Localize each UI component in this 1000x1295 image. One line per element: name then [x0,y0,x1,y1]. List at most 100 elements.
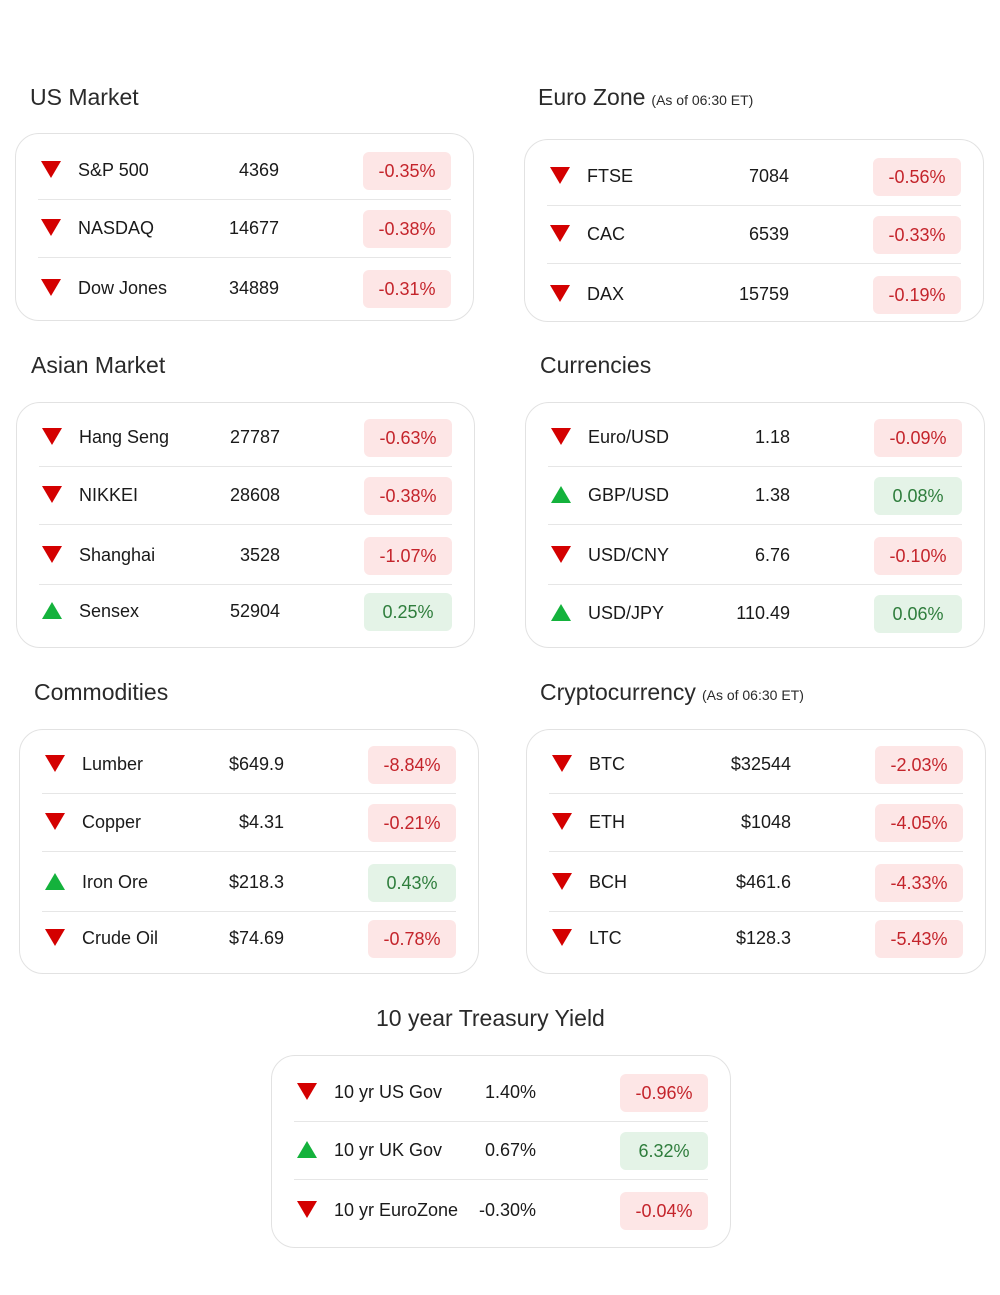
quote-row: 10 yr EuroZone -0.30% -0.04% [294,1182,708,1240]
direction-arrow [42,602,62,619]
quote-row: Dow Jones 34889 -0.31% [38,260,451,318]
row-separator [547,263,961,264]
quote-change: -0.63% [364,419,452,457]
quote-change: 6.32% [620,1132,708,1170]
direction-arrow [552,755,572,772]
quote-value: $649.9 [228,754,284,774]
quote-change: -0.21% [368,804,456,842]
quote-row: S&P 500 4369 -0.35% [38,142,451,200]
quote-name: Dow Jones [78,278,168,298]
direction-arrow [45,755,65,772]
quote-value: $32544 [730,754,791,774]
direction-arrow [550,225,570,242]
market-panel: Euro/USD 1.18 -0.09% GBP/USD 1.38 0.08% USD/CN… [525,402,985,648]
quote-change: -0.38% [364,477,452,515]
quote-change: -8.84% [368,746,456,784]
row-separator [547,205,961,206]
quote-row: Lumber $649.9 -8.84% [42,736,456,794]
panel-title-text: Cryptocurrency [540,679,696,705]
direction-arrow [45,813,65,830]
quote-value: 14677 [228,218,279,238]
row-separator [39,584,452,585]
quote-change: -0.31% [363,270,451,308]
row-separator [38,257,451,258]
quote-row: Crude Oil $74.69 -0.78% [42,910,456,968]
quote-name: 10 yr UK Gov [334,1140,443,1160]
quote-change: -0.38% [363,210,451,248]
quote-change: -2.03% [875,746,963,784]
direction-arrow [551,486,571,503]
quote-value: 4369 [238,160,279,180]
panel-note: (As of 06:30 ET) [701,687,804,703]
quote-name: Sensex [79,601,140,621]
direction-arrow [297,1083,317,1100]
panel-title: Cryptocurrency (As of 06:30 ET) [540,679,804,706]
quote-name: Crude Oil [82,928,159,948]
market-panel: FTSE 7084 -0.56% CAC 6539 -0.33% DAX 15759 -0.19… [524,139,984,322]
panel-title: 10 year Treasury Yield [376,1005,605,1032]
quote-change: 0.08% [874,477,962,515]
quote-change: -0.78% [368,920,456,958]
quote-value: 7084 [748,166,789,186]
quote-row: NIKKEI 28608 -0.38% [39,467,452,525]
row-separator [548,524,962,525]
quote-change: -0.35% [363,152,451,190]
quote-name: BCH [589,872,628,892]
panel-title-text: Euro Zone [538,84,646,110]
quote-change: 0.43% [368,864,456,902]
quote-value: 3528 [239,545,280,565]
row-separator [39,524,452,525]
market-panel: Lumber $649.9 -8.84% Copper $4.31 -0.21% Iron … [19,729,479,974]
quote-name: GBP/USD [588,485,670,505]
quote-name: NASDAQ [78,218,155,238]
quote-value: 0.67% [484,1140,536,1160]
quote-change: -0.96% [620,1074,708,1112]
panel-title-text: Currencies [540,352,652,378]
quote-change: 0.06% [874,595,962,633]
direction-arrow [41,219,61,236]
quote-name: Euro/USD [588,427,670,447]
quote-value: 1.40% [484,1082,536,1102]
row-separator [549,793,963,794]
quote-row: BCH $461.6 -4.33% [549,854,963,912]
quote-name: NIKKEI [79,485,139,505]
quote-value: 27787 [229,427,280,447]
quote-change: -4.05% [875,804,963,842]
quote-name: FTSE [587,166,634,186]
quote-name: 10 yr EuroZone [334,1200,459,1220]
row-separator [39,466,452,467]
direction-arrow [551,546,571,563]
panel-title: US Market [30,84,139,111]
panel-title: Euro Zone (As of 06:30 ET) [538,84,753,111]
quote-name: USD/JPY [588,603,665,623]
direction-arrow [552,813,572,830]
direction-arrow [551,428,571,445]
direction-arrow [42,486,62,503]
quote-name: Iron Ore [82,872,149,892]
panel-title: Commodities [34,679,168,706]
market-panel: 10 yr US Gov 1.40% -0.96% 10 yr UK Gov 0.67%… [271,1055,731,1248]
quote-value: 1.38 [754,485,790,505]
panel-title-text: Asian Market [31,352,166,378]
quote-value: 6539 [748,224,789,244]
direction-arrow [552,929,572,946]
quote-change: -0.09% [874,419,962,457]
quote-name: S&P 500 [78,160,149,180]
quote-value: $4.31 [238,812,284,832]
quote-value: $1048 [740,812,791,832]
quote-row: 10 yr US Gov 1.40% -0.96% [294,1064,708,1122]
row-separator [294,1179,708,1180]
quote-value: -0.30% [478,1200,536,1220]
quote-row: USD/JPY 110.49 0.06% [548,585,962,643]
panel-title-text: 10 year Treasury Yield [376,1005,605,1031]
quote-change: -0.10% [874,537,962,575]
quote-name: LTC [589,928,622,948]
quote-row: NASDAQ 14677 -0.38% [38,200,451,258]
quote-row: Copper $4.31 -0.21% [42,794,456,852]
quote-value: 6.76 [754,545,790,565]
quote-value: 1.18 [754,427,790,447]
panel-title: Asian Market [31,352,165,379]
quote-name: Copper [82,812,142,832]
quote-row: LTC $128.3 -5.43% [549,910,963,968]
